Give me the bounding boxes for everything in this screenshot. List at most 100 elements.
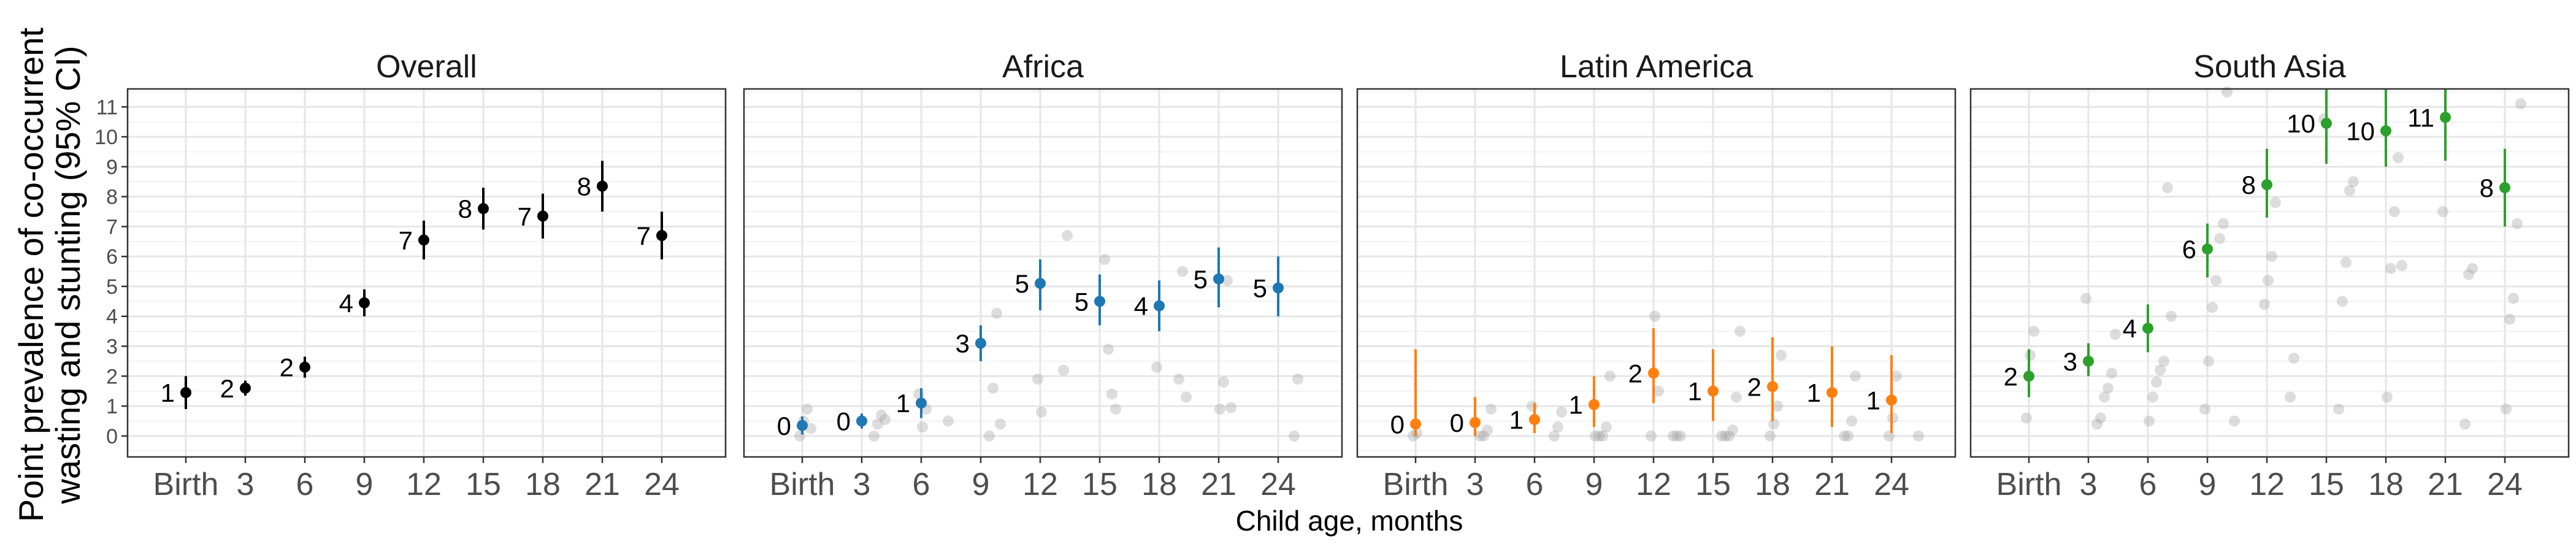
cohort-point (2333, 403, 2344, 415)
panel-border (1356, 88, 1957, 458)
estimate-point (299, 361, 310, 373)
facet-strip (1971, 48, 2569, 88)
cohort-point (2214, 232, 2225, 244)
cohort-point (1474, 430, 1485, 442)
data-label: 0 (837, 407, 851, 435)
cohort-point (2091, 418, 2103, 430)
cohort-point (1842, 430, 1853, 442)
cohort-point (2288, 353, 2299, 364)
data-label: 1 (1866, 386, 1880, 415)
x-tick-label: 15 (1082, 467, 1117, 502)
panel-border (1969, 88, 2570, 458)
x-tick-label: 12 (1636, 467, 1671, 502)
data-label: 10 (2287, 109, 2315, 138)
x-axis-title: Child age, months (1236, 505, 1463, 537)
facet-strip (1357, 48, 1955, 88)
cohort-point (1549, 430, 1560, 442)
cohort-point (1482, 424, 1493, 436)
x-tick-label: Birth (1383, 467, 1449, 502)
x-tick-label: 18 (1755, 467, 1790, 502)
x-tick-label: 9 (2199, 467, 2217, 502)
y-tick-label: 9 (106, 156, 118, 179)
cohort-point (1032, 374, 1043, 385)
cohort-point (2337, 296, 2348, 307)
cohort-point (987, 382, 999, 394)
estimate-point (797, 420, 808, 431)
facet-title: Overall (376, 49, 477, 85)
estimate-point (1094, 296, 1105, 307)
x-tick-label: 12 (406, 467, 442, 502)
cohort-point (2382, 391, 2393, 403)
cohort-point (1601, 421, 1612, 433)
cohort-point (1478, 430, 1489, 442)
estimate-point (1035, 278, 1046, 289)
estimate-point (2261, 179, 2272, 191)
data-label: 7 (399, 226, 413, 255)
cohort-point (2151, 377, 2162, 388)
y-tick-label: 11 (96, 96, 118, 119)
data-label: 1 (161, 378, 175, 407)
estimate-point (2083, 355, 2094, 367)
data-label: 0 (777, 412, 791, 440)
data-label: 5 (1015, 269, 1029, 298)
x-tick-label: Birth (153, 467, 219, 502)
x-tick-label: 6 (2139, 467, 2157, 502)
estimate-point (1529, 414, 1540, 426)
panel-border (126, 88, 727, 458)
cohort-point (1151, 361, 1162, 373)
y-tick-label: 7 (106, 215, 118, 239)
cohort-point (2147, 391, 2158, 403)
cohort-point (1653, 385, 1664, 397)
data-label: 4 (1134, 292, 1148, 321)
cohort-point (2467, 263, 2478, 274)
x-tick-label: 3 (237, 467, 255, 502)
cohort-point (802, 403, 813, 415)
x-tick-label: 18 (1141, 467, 1177, 502)
x-tick-label: Birth (770, 467, 835, 502)
y-tick-label: 6 (106, 245, 118, 269)
cohort-point (2515, 98, 2526, 110)
data-label: 2 (1628, 359, 1643, 388)
data-label: 0 (1450, 408, 1464, 437)
cohort-point (1731, 391, 1742, 403)
cohort-point (2340, 256, 2352, 268)
estimate-point (856, 415, 867, 427)
data-label: 8 (577, 172, 591, 201)
cohort-point (2103, 382, 2114, 394)
y-tick-label: 5 (106, 275, 118, 299)
y-axis-title-line-1: Point prevalence of co-occurrent (12, 27, 50, 522)
facet-strip (128, 48, 726, 88)
cohort-point (1036, 406, 1047, 418)
y-tick-label: 4 (106, 305, 118, 329)
cohort-point (2210, 275, 2221, 286)
cohort-point (805, 423, 816, 434)
cohort-point (995, 418, 1006, 430)
cohort-point (1891, 370, 1902, 382)
cohort-point (2144, 415, 2155, 427)
estimate-point (2142, 323, 2153, 334)
cohort-point (1103, 343, 1114, 355)
x-tick-label: 15 (1695, 467, 1731, 502)
cohort-point (1884, 430, 1895, 442)
estimate-point (359, 297, 370, 309)
estimate-point (597, 180, 608, 192)
cohort-point (1735, 326, 1746, 337)
x-tick-label: 15 (466, 467, 501, 502)
cohort-point (1646, 430, 1657, 442)
facet-title: Africa (1002, 49, 1084, 85)
panel-background (1971, 89, 2569, 457)
cohort-point (1593, 430, 1604, 442)
data-label: 7 (518, 202, 532, 231)
cohort-point (1106, 388, 1117, 400)
cohort-point (2099, 391, 2110, 403)
data-label: 2 (280, 353, 294, 382)
cohort-point (1485, 403, 1497, 415)
cohort-point (2199, 403, 2210, 415)
cohort-point (1727, 424, 1738, 436)
cohort-point (1850, 370, 1861, 382)
data-label: 7 (637, 221, 651, 250)
cohort-point (2285, 391, 2296, 403)
